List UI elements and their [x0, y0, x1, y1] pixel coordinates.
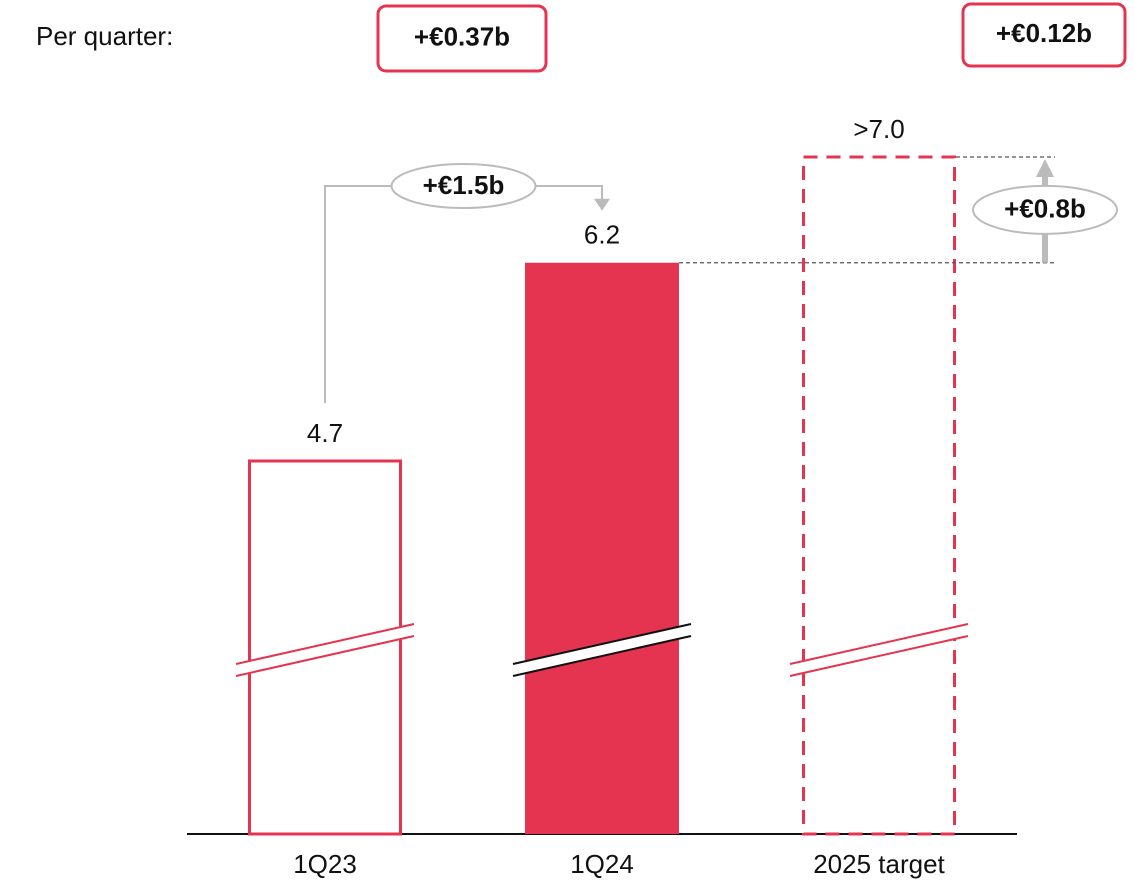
x-tick-label: 1Q23 — [293, 849, 357, 879]
value-label: 4.7 — [307, 418, 343, 448]
x-tick-label: 1Q24 — [570, 849, 634, 879]
axis-break — [235, 623, 415, 665]
axis-break — [235, 635, 415, 677]
axis-break — [789, 635, 969, 677]
step-bubble — [390, 163, 537, 209]
value-label: >7.0 — [853, 114, 904, 144]
axis-break-gap — [236, 624, 414, 676]
step-label: +€1.5b — [423, 170, 505, 200]
per-quarter-box — [961, 2, 1127, 68]
per-quarter-label: +€0.37b — [414, 21, 510, 51]
axis-break — [512, 635, 692, 677]
bar — [802, 155, 956, 836]
arrow-head — [1036, 159, 1054, 177]
bar — [248, 459, 402, 836]
per-quarter-label: +€0.12b — [996, 18, 1092, 48]
axis-break — [512, 623, 692, 665]
x-tick-label: 2025 target — [813, 849, 945, 879]
subtitle: Per quarter: — [36, 21, 173, 51]
axis-break — [789, 623, 969, 665]
per-quarter-box — [376, 4, 548, 73]
bar — [525, 262, 679, 834]
axis-break-gap — [513, 624, 691, 676]
arrow-head — [594, 198, 610, 211]
step-label: +€0.8b — [1004, 194, 1086, 224]
axis-break-gap — [790, 624, 968, 676]
step-bubble — [972, 184, 1118, 235]
value-label: 6.2 — [584, 220, 620, 250]
